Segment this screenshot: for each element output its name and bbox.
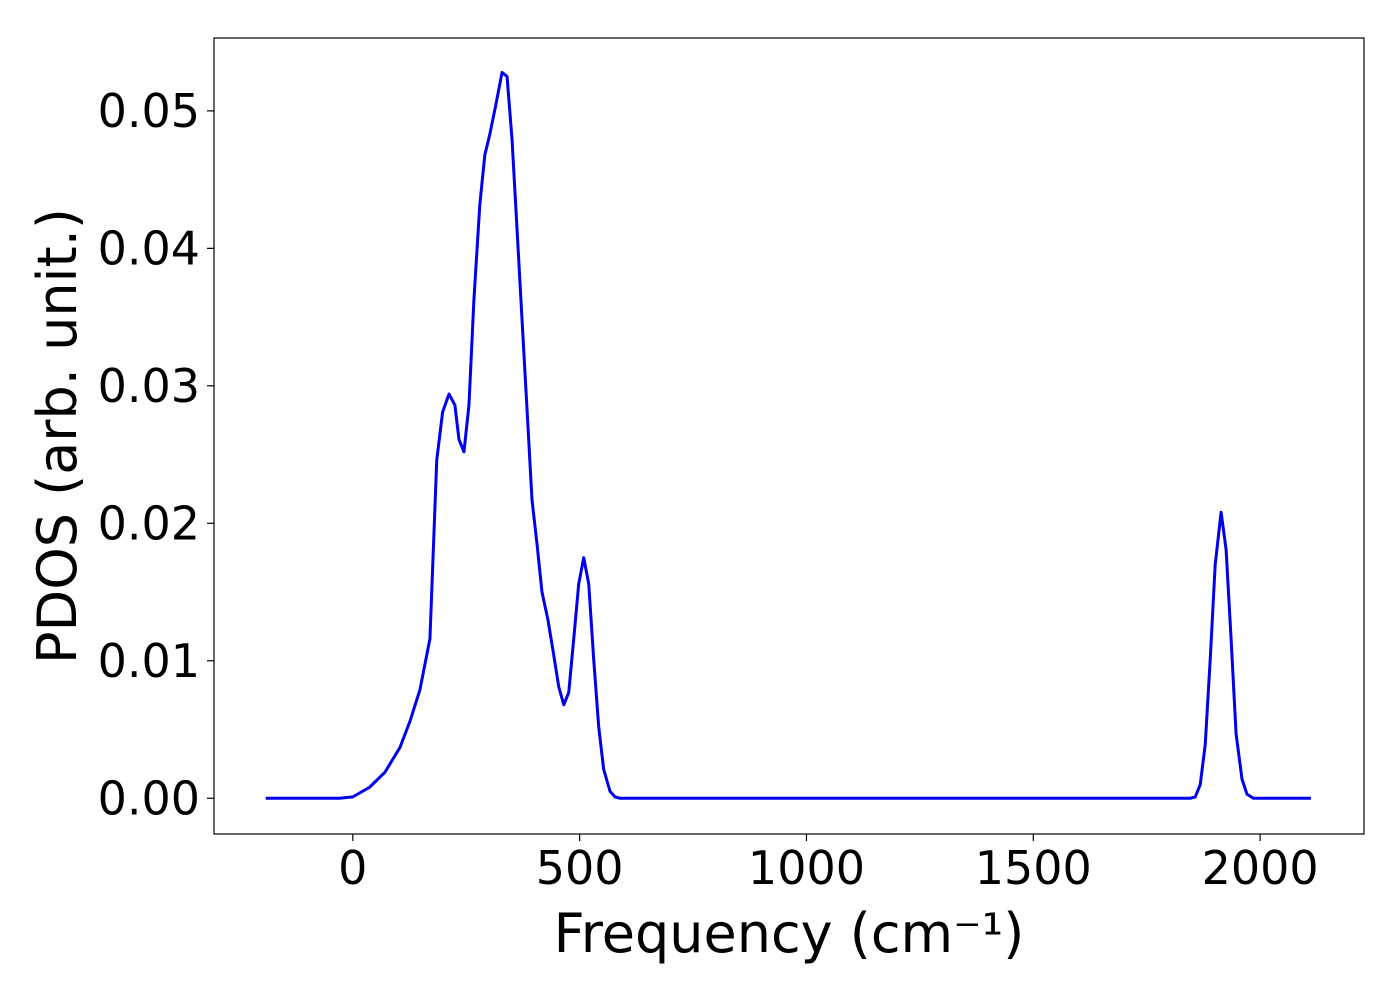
y-tick-label: 0.02 (98, 496, 200, 550)
x-tick-label: 500 (536, 841, 624, 895)
y-tick-label: 0.01 (98, 634, 200, 688)
y-tick-label: 0.00 (98, 771, 200, 825)
line (265, 70, 1311, 800)
y-tick-label: 0.03 (98, 359, 200, 413)
x-tick-label: 0 (338, 841, 367, 895)
x-axis-label: Frequency (cm⁻¹) (554, 902, 1025, 965)
y-tick-label: 0.05 (98, 84, 200, 138)
plot-frame (213, 37, 1365, 835)
y-axis-label: PDOS (arb. unit.) (26, 208, 89, 664)
x-tick-label: 1000 (748, 841, 865, 895)
x-tick-label: 2000 (1202, 841, 1319, 895)
x-tick-label: 1500 (975, 841, 1092, 895)
y-tick-label: 0.04 (98, 221, 200, 275)
